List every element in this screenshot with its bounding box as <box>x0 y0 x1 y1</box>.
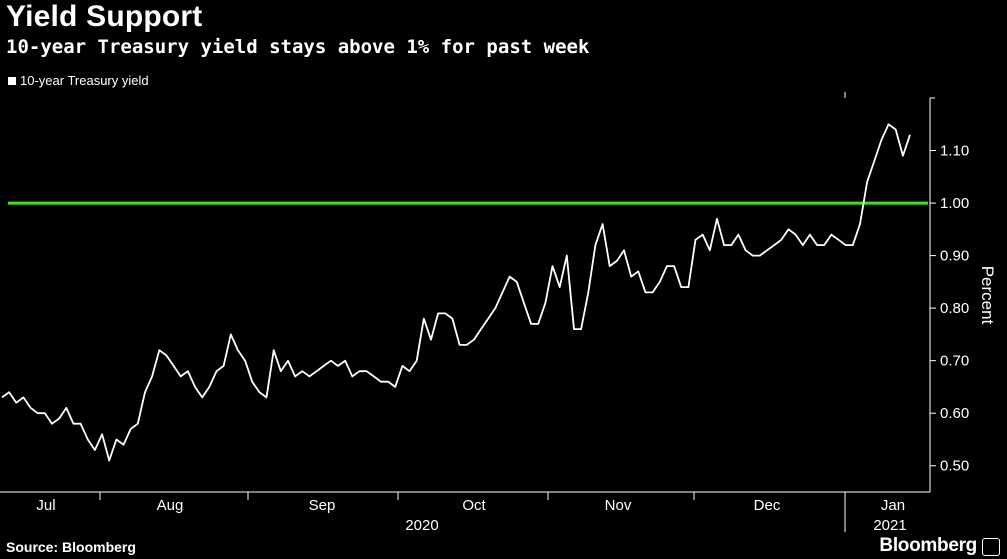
x-year-label: 2020 <box>405 517 438 534</box>
brand-icon <box>982 538 1000 556</box>
chart-subtitle: 10-year Treasury yield stays above 1% fo… <box>6 36 590 58</box>
legend-label: 10-year Treasury yield <box>20 73 149 88</box>
y-tick-label: 0.60 <box>940 405 969 422</box>
y-tick-label: 1.00 <box>940 195 969 212</box>
chart-title: Yield Support <box>6 0 203 33</box>
y-tick-label: 1.10 <box>940 143 969 160</box>
x-tick-label: Jul <box>36 497 55 514</box>
legend-swatch <box>8 76 16 85</box>
source-note: Source: Bloomberg <box>6 539 136 555</box>
y-tick-label: 0.90 <box>940 248 969 265</box>
x-tick-label: Jan <box>881 497 905 514</box>
x-tick-label: Nov <box>605 497 632 514</box>
x-tick-label: Dec <box>754 497 781 514</box>
y-tick-label: 0.80 <box>940 300 969 317</box>
y-axis-title: Percent <box>978 266 997 325</box>
series-line <box>1 123 911 462</box>
y-tick-label: 0.50 <box>940 458 969 475</box>
x-tick-label: Oct <box>462 497 486 514</box>
brand-logo-text: Bloomberg <box>879 535 977 556</box>
y-tick-label: 0.70 <box>940 353 969 370</box>
legend: 10-year Treasury yield <box>8 73 149 88</box>
x-tick-label: Sep <box>309 497 336 514</box>
x-tick-label: Aug <box>157 497 184 514</box>
x-year-label: 2021 <box>873 517 906 534</box>
